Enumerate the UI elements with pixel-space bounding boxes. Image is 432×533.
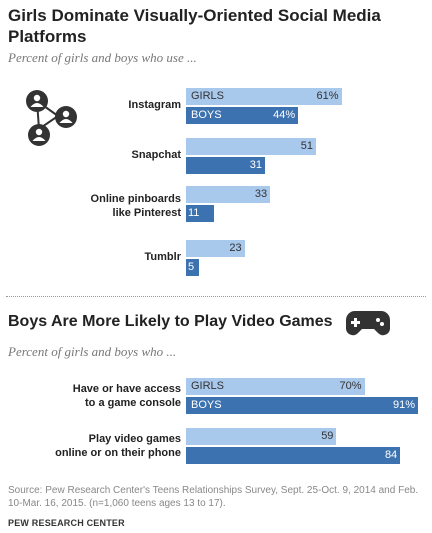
data-label: 59	[321, 430, 334, 442]
data-label: 31	[249, 159, 263, 171]
game-controller-icon	[346, 311, 390, 336]
source-note: Source: Pew Research Center's Teens Rela…	[8, 485, 419, 509]
girls-bar	[186, 138, 317, 155]
data-label: 91%	[393, 399, 416, 411]
boys-bar	[186, 157, 266, 174]
category-label-line: Online pinboards	[90, 193, 181, 205]
data-label: 51	[300, 140, 314, 152]
category-label: Have or have access to a game console	[40, 382, 181, 410]
data-label: 44%	[273, 109, 296, 121]
boys-bar	[186, 259, 199, 276]
boys-bar	[186, 205, 215, 222]
data-label: 5	[188, 261, 195, 273]
girls-bar	[186, 428, 337, 445]
legend-label: GIRLS	[191, 90, 225, 102]
boys-bar	[186, 447, 401, 464]
data-label: 84	[384, 449, 398, 461]
data-label: 11	[188, 207, 200, 219]
section-divider	[6, 296, 426, 297]
category-label: Online pinboards like Pinterest	[80, 192, 181, 220]
category-label-line: online or on their phone	[55, 447, 181, 459]
girls-bar	[186, 186, 271, 203]
category-label-line: Have or have access	[72, 383, 181, 395]
category-label-line: Play video games	[88, 433, 181, 445]
social-network-icon	[26, 90, 77, 146]
boys-bar	[186, 397, 419, 414]
data-label: 23	[229, 242, 242, 254]
data-label: 33	[254, 188, 268, 200]
category-label-line: to a game console	[85, 397, 181, 409]
chart-subtitle: Percent of girls and boys who use ...	[8, 50, 197, 65]
chart-subtitle-2: Percent of girls and boys who ...	[8, 344, 177, 359]
category-label-line: like Pinterest	[112, 207, 181, 219]
category-label: Snapchat	[131, 149, 181, 161]
legend-label: BOYS	[191, 109, 222, 121]
girls-bar	[186, 88, 342, 105]
boys-bar	[186, 107, 299, 124]
category-label: Instagram	[128, 99, 181, 111]
legend-label: GIRLS	[191, 380, 225, 392]
data-label: 70%	[339, 380, 362, 392]
data-label: 61%	[316, 90, 339, 102]
legend-label: BOYS	[191, 399, 222, 411]
brand-label: PEW RESEARCH CENTER	[8, 518, 125, 528]
chart-title: Girls Dominate Visually-Oriented Social …	[8, 6, 381, 46]
chart-title-2: Boys Are More Likely to Play Video Games	[8, 313, 333, 330]
girls-bar	[186, 378, 365, 395]
category-label: Play video games online or on their phone	[40, 432, 181, 460]
category-label: Tumblr	[144, 251, 181, 263]
girls-bar	[186, 240, 245, 257]
